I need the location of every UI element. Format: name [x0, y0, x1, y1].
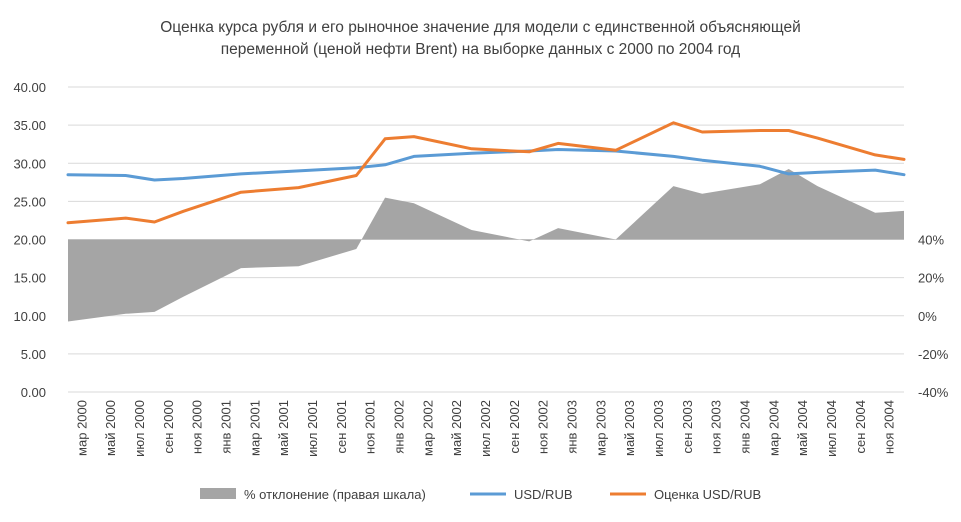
right-tick-label: 40% [918, 233, 944, 248]
x-tick-label: июл 2002 [478, 400, 493, 457]
legend-usd-rub-label: USD/RUB [514, 487, 573, 502]
x-tick-label: сен 2000 [161, 400, 176, 453]
gridlines [68, 86, 904, 393]
x-tick-label: май 2003 [622, 400, 637, 456]
left-axis-ticks: 0.00 5.00 10.00 15.00 20.00 25.00 30.00 35.00 40… [13, 80, 46, 400]
chart-title-line-1: Оценка курса рубля и его рыночное значен… [160, 19, 801, 36]
chart-title: Оценка курса рубля и его рыночное значен… [0, 17, 961, 61]
right-tick-label: 20% [918, 271, 944, 286]
left-tick-label: 40.00 [13, 80, 46, 95]
x-tick-label: май 2000 [103, 400, 118, 456]
x-tick-label: июл 2000 [132, 400, 147, 457]
deviation-area-layer [68, 169, 904, 322]
x-tick-label: мар 2003 [593, 400, 608, 456]
x-tick-label: июл 2003 [651, 400, 666, 457]
x-tick-label: сен 2003 [680, 400, 695, 453]
x-tick-label: янв 2004 [737, 400, 752, 454]
x-tick-label: мар 2001 [247, 400, 262, 456]
x-tick-label: мар 2002 [420, 400, 435, 456]
x-tick-label: мар 2004 [766, 400, 781, 456]
x-tick-label: сен 2001 [334, 400, 349, 453]
x-tick-label: сен 2004 [853, 400, 868, 453]
left-tick-label: 15.00 [13, 271, 46, 286]
x-tick-label: мар 2000 [74, 400, 89, 456]
legend-deviation-swatch [200, 488, 236, 499]
legend: % отклонение (правая шкала) USD/RUB Оценка… [200, 487, 761, 502]
chart-title-line-2: переменной (ценой нефти Brent) на выборк… [220, 41, 741, 58]
x-tick-label: ноя 2004 [882, 400, 897, 454]
right-axis-ticks: -40% -20% 0% 20% 40% [918, 233, 949, 401]
left-tick-label: 25.00 [13, 194, 46, 209]
left-tick-label: 35.00 [13, 118, 46, 133]
x-tick-label: ноя 2002 [536, 400, 551, 454]
x-axis-ticks: мар 2000 май 2000 июл 2000 сен 2000 ноя 2000… [74, 400, 896, 457]
x-tick-label: ноя 2003 [709, 400, 724, 454]
estimate-line [66, 121, 906, 225]
legend-estimate-label: Оценка USD/RUB [654, 487, 761, 502]
right-tick-label: 0% [918, 309, 937, 324]
x-tick-label: май 2001 [276, 400, 291, 456]
x-tick-label: ноя 2000 [190, 400, 205, 454]
x-tick-label: май 2002 [449, 400, 464, 456]
left-tick-label: 5.00 [21, 347, 46, 362]
x-tick-label: май 2004 [795, 400, 810, 456]
legend-deviation-label: % отклонение (правая шкала) [244, 487, 426, 502]
x-tick-label: июл 2001 [305, 400, 320, 457]
x-tick-label: июл 2004 [824, 400, 839, 457]
right-tick-label: -20% [918, 347, 949, 362]
line-series-layer [66, 121, 906, 225]
right-tick-label: -40% [918, 385, 949, 400]
left-tick-label: 30.00 [13, 156, 46, 171]
left-tick-label: 0.00 [21, 385, 46, 400]
usd-rub-line [66, 148, 906, 182]
left-tick-label: 10.00 [13, 309, 46, 324]
x-tick-label: янв 2003 [564, 400, 579, 454]
x-tick-label: янв 2001 [219, 400, 234, 454]
x-tick-label: янв 2002 [392, 400, 407, 454]
x-tick-label: ноя 2001 [363, 400, 378, 454]
x-tick-label: сен 2002 [507, 400, 522, 453]
left-tick-label: 20.00 [13, 233, 46, 248]
deviation-area [68, 169, 904, 322]
